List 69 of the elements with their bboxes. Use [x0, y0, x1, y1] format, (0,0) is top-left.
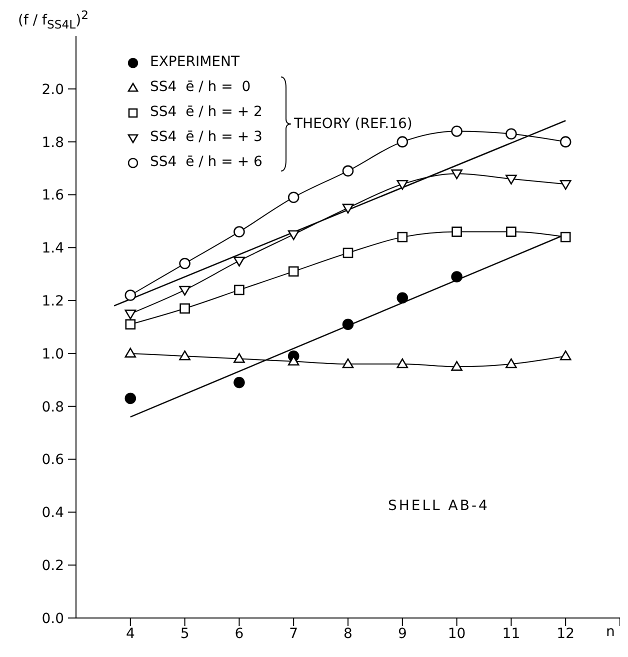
legend-label: SS4 ē / h = 0 — [150, 78, 251, 97]
annotation: THEORY (REF.16) — [294, 116, 412, 132]
point — [288, 266, 299, 277]
x-tick-label: 11 — [502, 626, 520, 642]
point — [506, 358, 517, 368]
x-axis-title: n — [606, 624, 615, 640]
point — [396, 136, 408, 148]
point — [125, 319, 136, 330]
y-tick-label: 1.6 — [42, 188, 64, 204]
point — [179, 286, 190, 296]
point — [342, 318, 354, 330]
y-tick-label: 2.0 — [42, 82, 64, 98]
point — [560, 136, 572, 148]
point — [234, 256, 245, 267]
legend-label: SS4 ē / h = + 3 — [150, 128, 262, 147]
point — [396, 358, 408, 368]
legend-label: EXPERIMENT — [150, 53, 240, 72]
annotation: SHELL AB-4 — [388, 498, 490, 514]
point — [342, 248, 354, 258]
point — [560, 232, 571, 242]
point — [506, 174, 517, 185]
y-tick-label: 0.6 — [42, 452, 64, 468]
point — [342, 165, 354, 177]
x-tick-label: 12 — [556, 626, 575, 642]
point — [288, 230, 300, 240]
point — [451, 271, 462, 282]
point — [451, 169, 462, 180]
point — [451, 126, 462, 137]
x-tick-label: 8 — [344, 626, 352, 642]
point — [397, 232, 408, 242]
point — [234, 376, 245, 388]
y-axis-title: (f / f$_{SS4L}$)$^{2}$ — [18, 8, 89, 32]
point — [506, 226, 516, 237]
y-tick-label: 0.4 — [42, 505, 64, 522]
point — [342, 358, 354, 368]
y-tick-label: 1.4 — [42, 240, 64, 257]
point — [179, 350, 190, 360]
point — [234, 226, 245, 238]
x-tick-label: 10 — [448, 626, 466, 642]
point — [124, 348, 136, 358]
y-tick-label: 1.0 — [42, 346, 64, 362]
point — [180, 303, 190, 314]
y-tick-label: 1.2 — [42, 294, 64, 310]
x-tick-label: 7 — [289, 626, 298, 642]
point — [560, 350, 572, 360]
x-tick-label: 4 — [126, 626, 135, 642]
point — [288, 192, 300, 204]
point — [396, 292, 408, 304]
point — [179, 258, 190, 270]
y-tick-label: 0.2 — [42, 558, 64, 574]
x-tick-label: 6 — [234, 626, 244, 642]
point — [234, 353, 245, 363]
legend-label: SS4 ē / h = + 6 — [150, 153, 262, 172]
point — [234, 284, 244, 296]
x-tick-label: 9 — [398, 626, 407, 642]
point — [396, 180, 408, 190]
y-tick-label: 0.0 — [42, 610, 64, 627]
point — [124, 392, 136, 404]
point — [560, 180, 572, 190]
point — [451, 361, 462, 371]
y-tick-label: 0.8 — [42, 399, 64, 416]
y-tick-label: 1.8 — [42, 134, 64, 151]
point — [124, 310, 136, 320]
legend-label: SS4 ē / h = + 2 — [150, 103, 262, 122]
x-tick-label: 5 — [180, 626, 190, 642]
point — [124, 290, 136, 301]
point — [342, 204, 354, 214]
point — [506, 128, 517, 140]
point — [452, 226, 462, 237]
